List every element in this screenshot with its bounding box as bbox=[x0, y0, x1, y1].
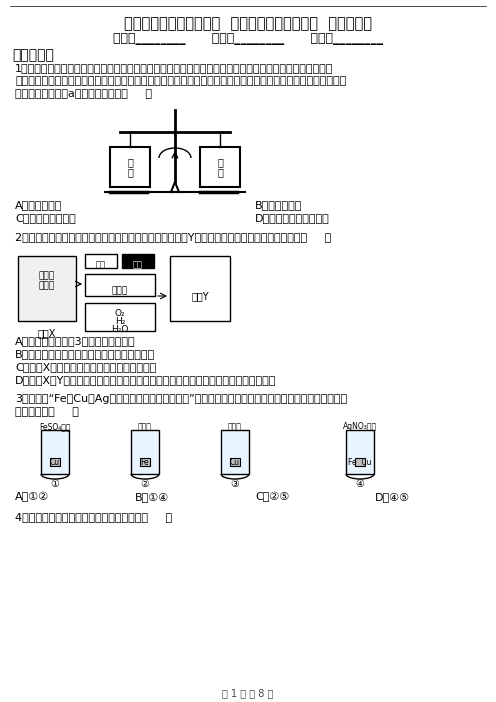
Text: O₂: O₂ bbox=[115, 309, 125, 318]
Text: H₂O: H₂O bbox=[111, 325, 128, 334]
Bar bbox=[200, 147, 240, 187]
Text: 4．鉴别下列各组物质，所用试剂正确的是（     ）: 4．鉴别下列各组物质，所用试剂正确的是（ ） bbox=[15, 512, 172, 522]
Text: Fe: Fe bbox=[141, 458, 149, 467]
Text: 一、选择题: 一、选择题 bbox=[12, 48, 54, 62]
Text: 夹晚: 夹晚 bbox=[133, 260, 143, 269]
Text: 装置X: 装置X bbox=[38, 328, 56, 338]
Bar bbox=[85, 254, 117, 268]
Text: ①: ① bbox=[51, 479, 60, 489]
Text: B．太阳能电池是将太阳能转化为化学能的装置: B．太阳能电池是将太阳能转化为化学能的装置 bbox=[15, 349, 155, 359]
Text: 稀盐酸: 稀盐酸 bbox=[228, 422, 242, 431]
Text: 至平衡。放入等质量的白磷和木炭（如图所示），塞紧瓶塞。然后分别设法将其点燃，使二者充分燃烧后冷却至室: 至平衡。放入等质量的白磷和木炭（如图所示），塞紧瓶塞。然后分别设法将其点燃，使二… bbox=[15, 76, 346, 86]
Text: 2．如图是一种航天器能量储存系统原理示意图。其中装置Y为氢氧燃料电池，下列说法正确的是（     ）: 2．如图是一种航天器能量储存系统原理示意图。其中装置Y为氢氧燃料电池，下列说法正… bbox=[15, 232, 331, 242]
Bar bbox=[230, 458, 240, 466]
Text: 稀盐酸: 稀盐酸 bbox=[138, 422, 152, 431]
Text: 磷: 磷 bbox=[127, 167, 133, 177]
Text: C．②⑤: C．②⑤ bbox=[255, 492, 289, 503]
Bar bbox=[140, 458, 150, 466]
Text: 太阳能: 太阳能 bbox=[39, 271, 55, 280]
Text: Cu: Cu bbox=[230, 458, 240, 467]
Text: C．装置X能实现燃料电池的燃料和氧化剂再生: C．装置X能实现燃料电池的燃料和氧化剂再生 bbox=[15, 362, 156, 372]
Text: 木: 木 bbox=[217, 157, 223, 167]
Text: B．①④: B．①④ bbox=[135, 492, 169, 502]
Text: A．指针偏向右: A．指针偏向右 bbox=[15, 200, 62, 210]
Text: 1．将等容积、等质量（含瓶塞、导管、燃烧匙及瓶内少量的细沙）的两集气瓶氧气置于天平的左右两盘，调: 1．将等容积、等质量（含瓶塞、导管、燃烧匙及瓶内少量的细沙）的两集气瓶氧气置于天… bbox=[15, 63, 333, 73]
Text: 温，打开止水夹（a），此时的天平（     ）: 温，打开止水夹（a），此时的天平（ ） bbox=[15, 89, 152, 99]
Bar bbox=[41, 430, 69, 474]
Bar bbox=[18, 256, 76, 321]
Text: 的的组合是（     ）: 的的组合是（ ） bbox=[15, 407, 79, 417]
Bar bbox=[85, 303, 155, 331]
Text: B．指针偏向左: B．指针偏向左 bbox=[255, 200, 303, 210]
Text: ③: ③ bbox=[231, 479, 240, 489]
Bar bbox=[355, 458, 365, 466]
Text: Fe  Cu: Fe Cu bbox=[348, 458, 372, 467]
Text: H₂: H₂ bbox=[115, 317, 125, 326]
Bar bbox=[131, 430, 159, 474]
Text: D．装置X、Y形成的子系统能实现物质的零排放，并能实现化学能与电能间的完全转化: D．装置X、Y形成的子系统能实现物质的零排放，并能实现化学能与电能间的完全转化 bbox=[15, 375, 276, 385]
Text: ②: ② bbox=[141, 479, 149, 489]
Text: 浙教版九年级上册第二章  物质的转化与材料利用  单元测试卷: 浙教版九年级上册第二章 物质的转化与材料利用 单元测试卷 bbox=[124, 16, 372, 31]
Bar bbox=[122, 254, 154, 268]
Bar bbox=[50, 458, 60, 466]
Text: A．该系统中只存在3种形式的能量转化: A．该系统中只存在3种形式的能量转化 bbox=[15, 336, 135, 346]
Bar bbox=[170, 256, 230, 321]
Text: 炭: 炭 bbox=[217, 167, 223, 177]
Text: 姓名：________      班级：________      成绩：________: 姓名：________ 班级：________ 成绩：________ bbox=[113, 32, 383, 45]
Text: ④: ④ bbox=[356, 479, 365, 489]
Text: D．④⑤: D．④⑤ bbox=[375, 492, 410, 502]
Text: D．指针先向左后向右偏: D．指针先向左后向右偏 bbox=[255, 213, 330, 223]
Bar bbox=[85, 274, 155, 296]
Text: C．仍处于平衡状态: C．仍处于平衡状态 bbox=[15, 213, 76, 223]
Text: 第 1 页 共 8 页: 第 1 页 共 8 页 bbox=[222, 688, 274, 698]
Text: 3．要验证“Fe、Cu、Ag三种金属的活动性由强到弱”，小明设计了如图图示的实验。其中可以达到实验目: 3．要验证“Fe、Cu、Ag三种金属的活动性由强到弱”，小明设计了如图图示的实验… bbox=[15, 394, 347, 404]
Bar bbox=[221, 430, 249, 474]
Bar bbox=[346, 430, 374, 474]
Text: AgNO₃溶液: AgNO₃溶液 bbox=[343, 422, 377, 431]
Text: 白: 白 bbox=[127, 157, 133, 167]
Text: FeSO₄溶液: FeSO₄溶液 bbox=[39, 422, 71, 431]
Text: 电动机: 电动机 bbox=[112, 286, 128, 295]
Text: 电池板: 电池板 bbox=[39, 281, 55, 290]
Text: A．①②: A．①② bbox=[15, 492, 49, 503]
Bar bbox=[110, 147, 150, 187]
Text: 白天: 白天 bbox=[96, 260, 106, 269]
Text: 装置Y: 装置Y bbox=[191, 291, 209, 301]
Text: Cu: Cu bbox=[50, 458, 60, 467]
